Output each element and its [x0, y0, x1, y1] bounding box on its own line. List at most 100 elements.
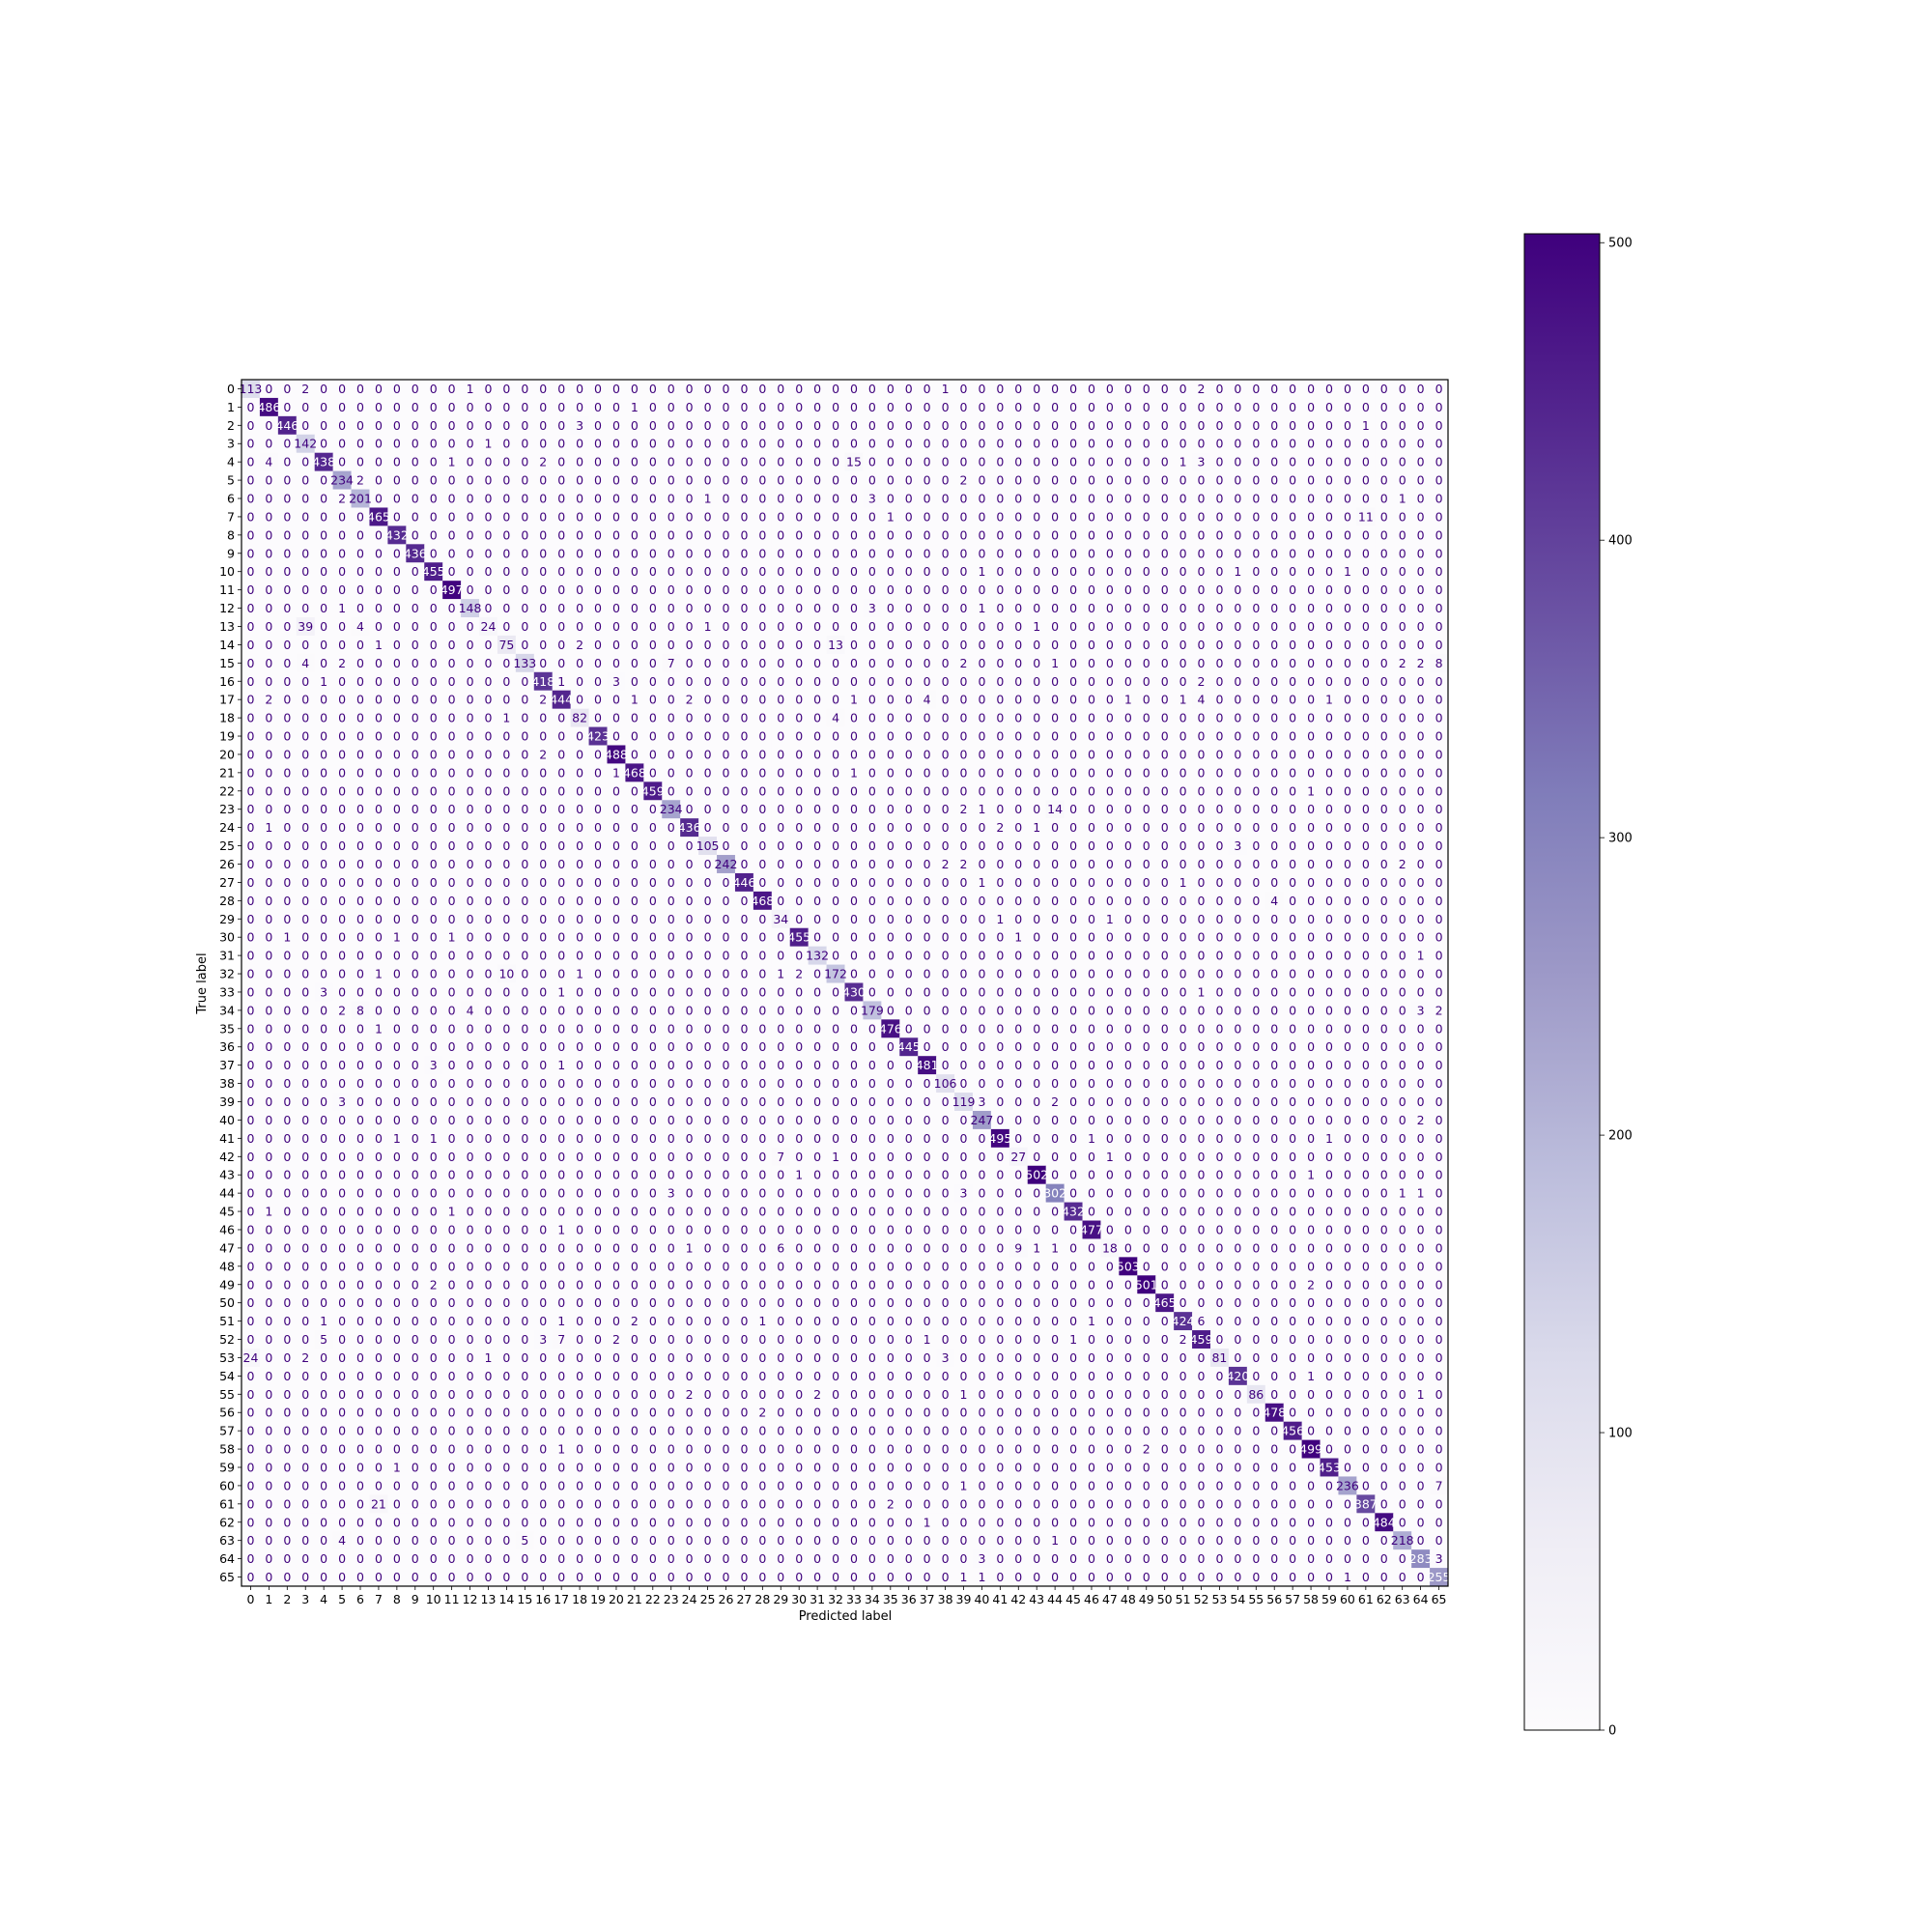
- cell-value: 0: [740, 546, 748, 560]
- cell-value: 1: [1399, 492, 1406, 506]
- cell-value: 0: [594, 382, 602, 396]
- cell-value: 0: [1380, 418, 1388, 433]
- cell-value: 0: [412, 473, 419, 488]
- cell-value: 0: [1143, 492, 1151, 506]
- cell-value: 0: [1033, 382, 1040, 396]
- cell-value: 0: [283, 492, 291, 506]
- cell-value: 0: [850, 492, 858, 506]
- matrix-cell: [1155, 380, 1175, 399]
- matrix-cell: [1430, 380, 1449, 399]
- cell-value: 0: [412, 418, 419, 433]
- cell-value: 0: [1325, 382, 1333, 396]
- cell-value: 2: [356, 473, 364, 488]
- cell-value: 0: [850, 418, 858, 433]
- cell-value: 0: [1069, 418, 1077, 433]
- cell-value: 0: [649, 437, 657, 451]
- cell-value: 0: [1179, 382, 1187, 396]
- cell-value: 0: [1362, 473, 1370, 488]
- cell-value: 0: [905, 418, 913, 433]
- cell-value: 0: [502, 473, 510, 488]
- cell-value: 0: [832, 546, 839, 560]
- cell-value: 0: [832, 527, 839, 542]
- cell-value: 0: [448, 382, 456, 396]
- cell-value: 0: [1088, 455, 1095, 469]
- cell-value: 0: [649, 492, 657, 506]
- cell-value: 0: [631, 382, 639, 396]
- cell-value: 0: [320, 509, 327, 524]
- cell-value: 0: [430, 546, 438, 560]
- cell-value: 0: [1289, 492, 1296, 506]
- cell-value: 0: [539, 509, 547, 524]
- cell-value: 0: [649, 509, 657, 524]
- cell-value: 0: [539, 473, 547, 488]
- matrix-cell: [296, 380, 316, 399]
- cell-value: 1: [942, 382, 950, 396]
- cell-value: 0: [1143, 382, 1151, 396]
- cell-value: 0: [557, 382, 565, 396]
- cell-value: 0: [1124, 418, 1132, 433]
- cell-value: 0: [668, 473, 675, 488]
- matrix-cell: [369, 380, 388, 399]
- matrix-cell: [918, 380, 937, 399]
- cell-value: 0: [1380, 400, 1388, 414]
- cell-value: 0: [375, 527, 383, 542]
- cell-value: 0: [1088, 400, 1095, 414]
- cell-value: 0: [1014, 509, 1022, 524]
- cell-value: 0: [265, 382, 272, 396]
- cell-value: 0: [301, 400, 309, 414]
- matrix-cell: [863, 380, 882, 399]
- cell-value: 0: [758, 400, 766, 414]
- cell-value: 0: [485, 455, 493, 469]
- cell-value: 0: [1051, 546, 1059, 560]
- cell-value: 0: [758, 418, 766, 433]
- cell-value: 0: [1435, 527, 1443, 542]
- cell-value: 0: [1215, 455, 1223, 469]
- cell-value: 0: [813, 382, 821, 396]
- cell-value: 0: [412, 527, 419, 542]
- cell-value: 0: [1362, 492, 1370, 506]
- cell-value: 0: [246, 546, 254, 560]
- cell-value: 0: [485, 400, 493, 414]
- cell-value: 0: [795, 400, 803, 414]
- cell-value: 0: [448, 509, 456, 524]
- cell-value: 0: [1307, 418, 1315, 433]
- cell-value: 0: [502, 492, 510, 506]
- cell-value: 0: [960, 418, 968, 433]
- matrix-cell: [717, 380, 736, 399]
- cell-value: 0: [978, 473, 985, 488]
- matrix-cell: [332, 397, 352, 417]
- cell-value: 0: [557, 546, 565, 560]
- cell-value: 0: [557, 492, 565, 506]
- matrix-cell: [1356, 380, 1376, 399]
- cell-value: 0: [612, 473, 620, 488]
- cell-value: 0: [594, 509, 602, 524]
- cell-value: 0: [942, 509, 950, 524]
- cell-value: 0: [868, 437, 876, 451]
- cell-value: 0: [978, 527, 985, 542]
- cell-value: 0: [887, 473, 895, 488]
- matrix-cell: [607, 380, 626, 399]
- cell-value: 0: [740, 473, 748, 488]
- cell-value: 0: [631, 509, 639, 524]
- cell-value: 0: [467, 473, 474, 488]
- cell-value: 0: [905, 473, 913, 488]
- cell-value: 0: [777, 418, 784, 433]
- cell-value: 0: [612, 492, 620, 506]
- cell-value: 0: [1399, 437, 1406, 451]
- cell-value: 0: [594, 492, 602, 506]
- cell-value: 0: [393, 509, 401, 524]
- cell-value: 0: [905, 400, 913, 414]
- cell-value: 436: [404, 546, 427, 560]
- cell-value: 0: [923, 418, 931, 433]
- cell-value: 0: [758, 455, 766, 469]
- cell-value: 0: [740, 509, 748, 524]
- cell-value: 0: [758, 509, 766, 524]
- cell-value: 0: [1069, 527, 1077, 542]
- cell-value: 0: [1289, 400, 1296, 414]
- cell-value: 0: [1234, 382, 1241, 396]
- cell-value: 0: [393, 400, 401, 414]
- cell-value: 0: [1051, 418, 1059, 433]
- cell-value: 0: [1380, 509, 1388, 524]
- cell-value: 0: [1289, 509, 1296, 524]
- cell-value: 0: [1399, 400, 1406, 414]
